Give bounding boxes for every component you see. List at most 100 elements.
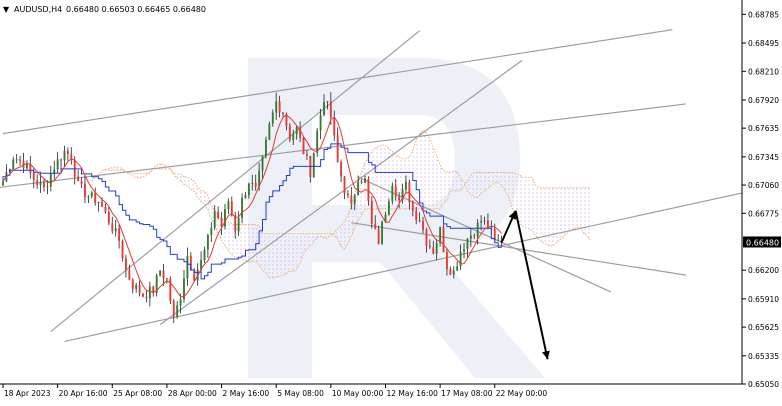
candle bbox=[326, 101, 329, 110]
price-tick-label: 0.65910 bbox=[748, 295, 779, 304]
candle bbox=[302, 136, 305, 155]
ichimoku-cloud bbox=[91, 129, 591, 279]
candle bbox=[292, 129, 295, 146]
candle bbox=[384, 211, 387, 223]
candle bbox=[142, 293, 144, 298]
candle bbox=[469, 228, 472, 248]
candle bbox=[111, 216, 114, 234]
candle bbox=[473, 233, 476, 240]
candle bbox=[70, 147, 73, 165]
candle bbox=[15, 154, 18, 164]
candle bbox=[145, 290, 148, 303]
candle bbox=[275, 92, 278, 120]
candle bbox=[456, 261, 459, 271]
candle bbox=[268, 121, 271, 141]
price-tick-label: 0.68210 bbox=[748, 67, 779, 76]
trend-line bbox=[2, 29, 673, 135]
candle bbox=[220, 211, 223, 235]
candle bbox=[340, 159, 343, 183]
candle bbox=[29, 156, 32, 179]
chart-header: ▼ AUDUSD,H4 0.66480 0.66503 0.66465 0.66… bbox=[3, 5, 206, 14]
moving-averages bbox=[2, 114, 502, 298]
candle bbox=[176, 301, 179, 319]
candle bbox=[353, 194, 356, 211]
trend-line bbox=[351, 222, 687, 276]
candle bbox=[104, 203, 107, 214]
candle bbox=[278, 95, 281, 118]
candle bbox=[398, 192, 401, 209]
candle bbox=[312, 152, 315, 178]
price-tick-label: 0.68785 bbox=[748, 10, 779, 19]
candle bbox=[418, 212, 421, 223]
candle bbox=[265, 136, 267, 159]
candle bbox=[319, 109, 322, 140]
candle bbox=[350, 186, 353, 210]
candle bbox=[135, 282, 138, 293]
price-tick-label: 0.65335 bbox=[748, 352, 779, 361]
candle bbox=[224, 203, 226, 230]
candle bbox=[391, 182, 394, 205]
symbol-menu-icon[interactable]: ▼ bbox=[3, 5, 10, 14]
candle bbox=[254, 174, 257, 191]
candle bbox=[213, 205, 216, 231]
candle bbox=[305, 149, 308, 160]
candle bbox=[124, 254, 127, 278]
candle bbox=[128, 264, 131, 281]
forecast-down-arrow-head bbox=[541, 350, 550, 360]
candle bbox=[435, 238, 438, 261]
time-tick-label: 28 Apr 00:00 bbox=[168, 389, 217, 398]
candle bbox=[483, 216, 486, 225]
candle bbox=[206, 233, 209, 258]
candle bbox=[25, 160, 28, 170]
candle bbox=[432, 240, 435, 255]
candle bbox=[247, 182, 250, 199]
candle bbox=[172, 298, 175, 324]
candle bbox=[411, 200, 414, 217]
candle bbox=[271, 109, 274, 127]
candle bbox=[295, 125, 298, 140]
candle bbox=[60, 158, 62, 170]
price-tick-label: 0.66200 bbox=[748, 266, 779, 275]
candle bbox=[299, 121, 302, 143]
candle bbox=[422, 216, 424, 234]
candle bbox=[408, 179, 411, 210]
candle bbox=[203, 246, 206, 263]
candle bbox=[138, 280, 141, 297]
candle bbox=[131, 278, 134, 294]
price-tick-label: 0.67920 bbox=[748, 96, 779, 105]
candlesticks bbox=[2, 92, 503, 324]
candle bbox=[446, 248, 448, 276]
trend-lines bbox=[0, 29, 742, 343]
candle bbox=[323, 94, 325, 117]
candle bbox=[155, 273, 158, 297]
candle bbox=[49, 165, 52, 192]
candle bbox=[343, 175, 346, 200]
candle bbox=[449, 266, 452, 275]
candle bbox=[162, 264, 165, 286]
symbol-timeframe: AUDUSD,H4 bbox=[14, 5, 62, 14]
time-tick-label: 2 May 16:00 bbox=[223, 389, 270, 398]
price-tick-label: 0.68495 bbox=[748, 39, 779, 48]
candle bbox=[251, 174, 254, 191]
candle bbox=[463, 242, 465, 259]
candle bbox=[56, 151, 59, 174]
current-price-marker: 0.66480 bbox=[743, 236, 781, 248]
candle bbox=[333, 110, 336, 141]
candle bbox=[66, 147, 69, 161]
price-tick-label: 0.67635 bbox=[748, 124, 779, 133]
candle bbox=[169, 276, 172, 305]
candle bbox=[288, 123, 291, 143]
candle bbox=[114, 220, 117, 237]
candle bbox=[374, 215, 377, 230]
candle bbox=[73, 156, 76, 185]
candle bbox=[121, 239, 124, 262]
candle bbox=[497, 234, 500, 241]
price-axis[interactable]: 0.68785 0.68495 0.68210 0.67920 0.67635 0.673… bbox=[742, 10, 779, 389]
candle bbox=[90, 190, 93, 199]
candle bbox=[244, 191, 247, 199]
forecast-down-arrow bbox=[514, 210, 549, 360]
time-axis[interactable]: 18 Apr 2023 20 Apr 16:00 25 Apr 08:00 28 Ap… bbox=[2, 384, 547, 398]
candle bbox=[370, 196, 373, 229]
